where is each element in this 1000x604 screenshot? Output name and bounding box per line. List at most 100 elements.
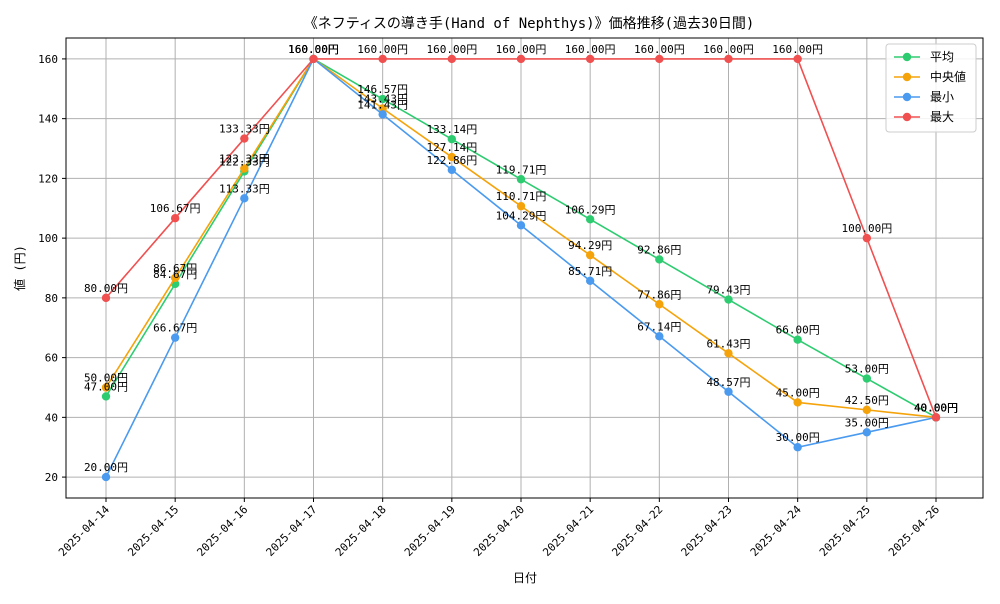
data-label: 160.00円	[634, 43, 685, 56]
data-label: 77.86円	[637, 288, 681, 301]
data-point	[724, 387, 733, 396]
data-point	[378, 54, 387, 64]
y-axis-title: 値 (円)	[12, 245, 27, 291]
data-point	[655, 300, 664, 309]
data-label: 94.29円	[568, 239, 612, 252]
data-label: 20.00円	[84, 461, 128, 474]
data-label: 42.50円	[845, 394, 889, 407]
data-point	[240, 164, 249, 173]
x-tick-label: 2025-04-25	[817, 503, 873, 559]
data-point	[724, 295, 733, 304]
data-point	[240, 194, 249, 203]
data-point	[724, 54, 733, 64]
data-point	[931, 413, 941, 422]
data-label: 113.33円	[219, 182, 270, 195]
data-label: 133.33円	[219, 123, 270, 136]
data-label: 50.00円	[84, 371, 128, 384]
data-label: 106.67円	[150, 202, 201, 215]
y-tick-label: 20	[45, 471, 58, 484]
data-point	[101, 293, 111, 303]
data-point	[516, 175, 526, 184]
data-label: 40.00円	[914, 401, 958, 414]
data-point	[862, 405, 872, 415]
x-tick-label: 2025-04-14	[56, 503, 112, 559]
data-point	[655, 54, 664, 64]
data-point	[101, 392, 111, 401]
data-label: 122.33円	[219, 155, 270, 168]
y-tick-label: 80	[45, 292, 58, 305]
legend-item: 平均	[894, 50, 954, 64]
x-tick-label: 2025-04-22	[609, 503, 665, 559]
data-point	[170, 333, 180, 342]
data-point	[447, 54, 457, 64]
data-label: 106.29円	[565, 203, 616, 216]
data-label: 100.00円	[841, 222, 892, 235]
legend-swatch-marker	[902, 92, 912, 102]
legend-label: 最小	[930, 90, 954, 104]
x-tick-label: 2025-04-21	[540, 503, 596, 559]
y-tick-label: 100	[38, 232, 58, 245]
data-label: 127.14円	[426, 141, 477, 154]
x-tick-label: 2025-04-19	[402, 503, 458, 559]
data-label: 35.00円	[845, 416, 889, 429]
x-axis-title: 日付	[513, 571, 537, 585]
data-point	[585, 54, 595, 64]
data-label: 40.00円	[914, 401, 958, 414]
data-label: 119.71円	[496, 163, 547, 176]
data-point	[240, 134, 249, 143]
data-point	[793, 335, 802, 344]
data-label: 80.00円	[84, 282, 128, 295]
data-point	[655, 332, 664, 341]
data-point	[447, 152, 457, 162]
data-point	[378, 94, 387, 104]
data-point	[793, 54, 802, 64]
data-point	[447, 165, 457, 175]
data-point	[724, 349, 733, 358]
data-label: 40.00円	[914, 401, 958, 414]
data-label: 160.00円	[703, 43, 754, 56]
data-point	[101, 383, 111, 392]
data-point	[793, 398, 802, 407]
data-label: 45.00円	[776, 386, 820, 399]
data-label: 104.29円	[496, 209, 547, 222]
data-label: 123.33円	[219, 152, 270, 165]
axis-layer: 20 40 60 80 100 120 140 160 2025-04-14 2025-04-15…	[38, 37, 984, 559]
x-tick-label: 2025-04-18	[333, 503, 389, 559]
data-label: 84.67円	[153, 268, 197, 281]
data-label: 160.00円	[288, 43, 339, 56]
data-label: 160.00円	[288, 43, 339, 56]
data-label: 160.00円	[288, 43, 339, 56]
series-layer	[101, 54, 941, 482]
legend-box	[885, 43, 977, 133]
x-tick-label: 2025-04-15	[125, 503, 181, 559]
data-point	[378, 110, 387, 119]
data-point	[101, 472, 111, 482]
data-label: 122.86円	[426, 154, 477, 167]
x-tick-label: 2025-04-24	[748, 503, 804, 559]
data-point	[309, 54, 318, 64]
data-label: 47.00円	[84, 380, 128, 393]
data-label: 79.43円	[706, 284, 750, 297]
data-point	[655, 255, 664, 264]
y-tick-label: 60	[45, 352, 58, 365]
data-label: 86.67円	[153, 262, 197, 275]
chart-title: 《ネフティスの導き手(Hand of Nephthys)》価格推移(過去30日間…	[304, 16, 755, 32]
data-point	[378, 104, 387, 113]
data-point	[862, 374, 872, 383]
legend-item: 中央値	[894, 69, 966, 84]
data-point	[585, 215, 595, 224]
data-label: 146.57円	[357, 83, 408, 96]
data-label: 143.43円	[357, 92, 408, 105]
data-point	[585, 276, 595, 286]
legend-item: 最大	[894, 110, 954, 124]
y-tick-label: 140	[38, 113, 58, 126]
data-label: 61.43円	[706, 337, 750, 350]
data-label: 85.71円	[568, 265, 612, 278]
data-label: 48.57円	[706, 376, 750, 389]
x-tick-label: 2025-04-23	[679, 503, 735, 559]
data-label: 30.00円	[776, 431, 820, 444]
data-label: 53.00円	[845, 363, 889, 376]
